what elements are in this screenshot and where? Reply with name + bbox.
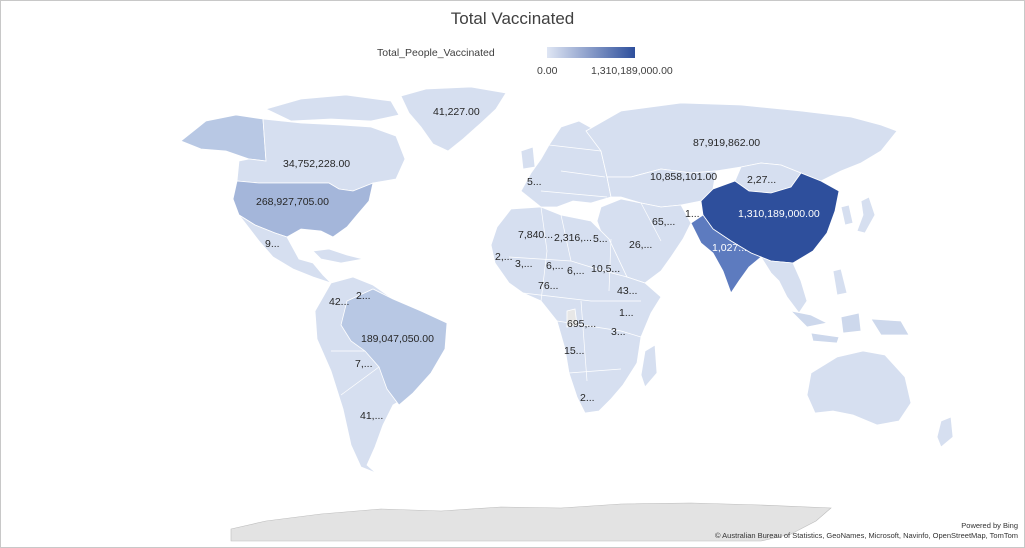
label-china: 1,310,189,000.00 <box>738 208 820 220</box>
country-borders <box>331 144 662 396</box>
region-greenland[interactable] <box>400 86 507 152</box>
region-mexico[interactable] <box>238 214 332 284</box>
label-mexico: 9... <box>265 238 280 250</box>
region-antarctica[interactable] <box>230 502 832 542</box>
label-nigeria: 76... <box>538 280 558 292</box>
label-mongolia: 2,27... <box>747 174 776 186</box>
label-south-africa: 2... <box>580 392 595 404</box>
label-libya: 2,316,... <box>554 232 592 244</box>
label-drc: 695,... <box>567 318 596 330</box>
label-egypt: 5... <box>593 233 608 245</box>
region-no-data[interactable] <box>566 308 578 328</box>
legend-gradient-bar <box>547 47 635 58</box>
region-india[interactable] <box>690 214 762 294</box>
legend-field-name: Total_People_Vaccinated <box>377 47 495 59</box>
label-argentina: 41,... <box>360 410 383 422</box>
region-madagascar[interactable] <box>640 344 658 388</box>
label-venezuela: 2... <box>356 290 371 302</box>
legend-max-value: 1,310,189,000.00 <box>591 65 673 77</box>
map-attribution[interactable]: © Australian Bureau of Statistics, GeoNa… <box>714 531 1018 540</box>
label-saudi-arabia: 26,... <box>629 239 652 251</box>
label-chad: 6,... <box>567 265 585 277</box>
region-caribbean[interactable] <box>312 248 364 264</box>
label-sudan: 10,5... <box>591 263 620 275</box>
label-ethiopia: 43... <box>617 285 637 297</box>
legend-min-value: 0.00 <box>537 65 558 77</box>
label-usa: 268,927,705.00 <box>256 196 329 208</box>
label-spain: 5... <box>527 176 542 188</box>
label-bolivia: 7,... <box>355 358 373 370</box>
label-tanzania: 3... <box>611 326 626 338</box>
label-mauritania: 2,... <box>495 251 513 263</box>
label-russia: 87,919,862.00 <box>693 137 760 149</box>
label-canada: 34,752,228.00 <box>283 158 350 170</box>
label-brazil: 189,047,050.00 <box>361 333 434 345</box>
region-japan[interactable] <box>856 196 876 234</box>
label-greenland: 41,227.00 <box>433 106 480 118</box>
label-iran: 65,... <box>652 216 675 228</box>
region-philippines[interactable] <box>832 268 848 296</box>
label-algeria: 7,840... <box>518 229 553 241</box>
region-uk[interactable] <box>520 146 536 170</box>
map-title: Total Vaccinated <box>450 9 575 28</box>
label-afghanistan: 1... <box>685 208 700 220</box>
powered-by-bing: Powered by Bing <box>961 521 1018 530</box>
label-india: 1,027... <box>712 242 747 254</box>
region-indonesia[interactable] <box>789 310 910 344</box>
region-alaska[interactable] <box>180 114 267 162</box>
region-korea[interactable] <box>840 204 854 226</box>
region-australia[interactable] <box>806 350 912 426</box>
label-niger: 6,... <box>546 260 564 272</box>
label-mali: 3,... <box>515 258 533 270</box>
label-angola: 15... <box>564 345 584 357</box>
region-southeast-asia[interactable] <box>760 256 808 314</box>
label-kazakhstan: 10,858,101.00 <box>650 171 717 183</box>
label-kenya: 1... <box>619 307 634 319</box>
region-brazil[interactable] <box>340 288 448 406</box>
label-colombia: 42... <box>329 296 349 308</box>
region-new-zealand[interactable] <box>936 416 954 448</box>
region-arctic-islands[interactable] <box>264 94 400 122</box>
